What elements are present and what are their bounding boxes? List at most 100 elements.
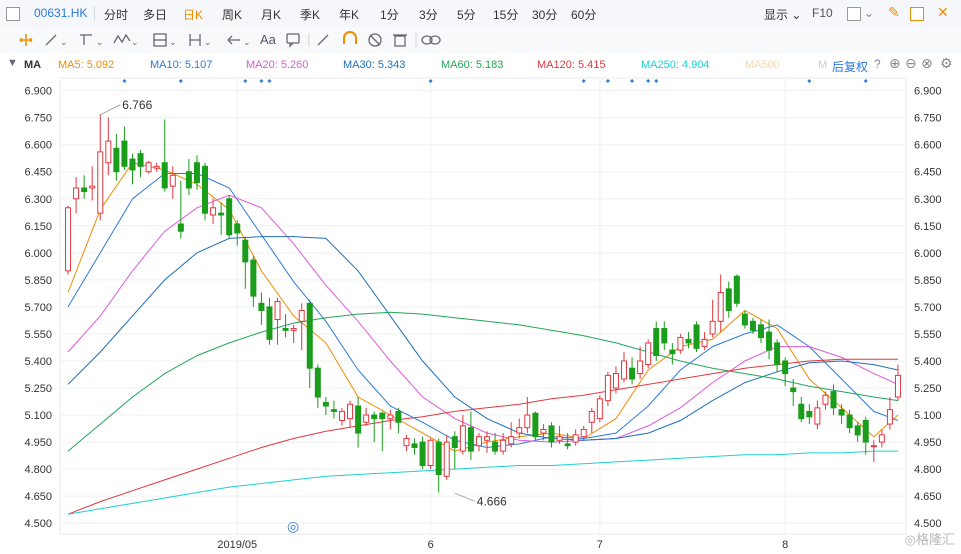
- ma5-value: MA5: 5.092: [58, 59, 115, 71]
- candle-up: [886, 409, 893, 425]
- link-icon[interactable]: [421, 35, 441, 45]
- divider: [94, 6, 95, 21]
- candle-up: [556, 436, 563, 441]
- chevron-down-icon[interactable]: ⌄: [864, 6, 875, 20]
- candle-down: [725, 288, 732, 312]
- plot-area: [59, 77, 907, 535]
- tab-intraday[interactable]: 分时: [104, 8, 129, 22]
- eraser-tool-icon[interactable]: [317, 34, 329, 46]
- channel-tool-icon[interactable]: ⌄: [80, 34, 104, 47]
- close-circle-icon[interactable]: ⊗: [921, 55, 933, 71]
- candle-down: [846, 414, 853, 429]
- tab-monthly-k[interactable]: 月K: [261, 8, 282, 22]
- candle-down: [757, 324, 764, 339]
- y-tick-label-left: 6.750: [24, 113, 52, 125]
- signal-marker: [243, 79, 248, 83]
- tab-30min[interactable]: 30分: [532, 8, 558, 22]
- tab-yearly-k[interactable]: 年K: [339, 8, 360, 22]
- candle-up: [97, 151, 104, 214]
- candle-up: [604, 374, 611, 402]
- y-tick-label-right: 4.950: [914, 437, 942, 449]
- candle-down: [532, 412, 539, 438]
- tab-5min[interactable]: 5分: [457, 8, 476, 22]
- annotation-label: 4.666: [477, 494, 507, 508]
- text-tool[interactable]: Aa: [260, 32, 276, 47]
- candle-up: [540, 428, 547, 434]
- candle-up: [145, 162, 152, 173]
- close-icon[interactable]: ✕: [937, 4, 949, 20]
- y-tick-label-left: 5.700: [24, 302, 52, 314]
- ma60-value: MA60: 5.183: [441, 59, 504, 71]
- signal-marker: [581, 79, 586, 83]
- candle-up: [508, 436, 515, 445]
- candle-down: [467, 427, 474, 452]
- tab-daily-k[interactable]: 日K: [183, 8, 204, 22]
- tab-60min[interactable]: 60分: [571, 8, 597, 22]
- candle-down: [564, 443, 571, 447]
- tab-3min[interactable]: 3分: [419, 8, 438, 22]
- y-tick-label-left: 5.100: [24, 410, 52, 422]
- candle-down: [492, 441, 499, 452]
- candle-up: [73, 187, 80, 200]
- watermark: ◎格隆汇: [904, 532, 955, 547]
- candle-down: [741, 313, 748, 326]
- display-dropdown[interactable]: 显示 ⌄: [764, 6, 801, 23]
- f10-button[interactable]: F10: [812, 6, 833, 20]
- candle-up: [363, 414, 370, 423]
- wave-tool-icon[interactable]: ⌄: [113, 33, 139, 47]
- svg-text:⌄: ⌄: [243, 37, 251, 47]
- candle-down: [226, 198, 233, 236]
- magnet-icon[interactable]: [343, 31, 357, 44]
- help-icon[interactable]: ?: [874, 57, 881, 71]
- zoom-in-icon[interactable]: ⊕: [889, 55, 901, 71]
- tab-quarterly-k[interactable]: 季K: [300, 8, 321, 22]
- signal-marker: [863, 79, 868, 83]
- collapse-icon[interactable]: ▼: [7, 57, 18, 69]
- crosshair-icon[interactable]: [19, 34, 33, 46]
- range-tool-icon[interactable]: ⌄: [189, 34, 212, 47]
- tab-1min[interactable]: 1分: [380, 8, 399, 22]
- event-marker-icon[interactable]: ◎: [287, 518, 300, 534]
- square-icon[interactable]: [847, 7, 861, 21]
- signal-marker: [807, 79, 812, 83]
- ma20-value: MA20: 5.260: [246, 59, 309, 71]
- y-tick-label-left: 6.000: [24, 248, 52, 260]
- candle-up: [621, 360, 628, 380]
- chevron-down-icon: ⌄: [791, 8, 802, 22]
- pencil-icon[interactable]: ✎: [888, 4, 900, 20]
- stock-code[interactable]: 00631.HK: [34, 6, 88, 20]
- y-tick-label-right: 6.600: [914, 140, 942, 152]
- y-tick-label-left: 4.950: [24, 437, 52, 449]
- line-tool-icon[interactable]: ⌄: [45, 34, 68, 47]
- arrow-tool-icon[interactable]: ⌄: [227, 35, 251, 47]
- candle-down: [806, 410, 813, 418]
- zoom-out-icon[interactable]: ⊖: [905, 55, 917, 71]
- candle-down: [798, 403, 805, 420]
- y-tick-label-right: 5.100: [914, 410, 942, 422]
- fib-tool-icon[interactable]: ⌄: [153, 33, 177, 47]
- hide-drawings-icon[interactable]: [368, 33, 382, 47]
- candle-up: [524, 414, 531, 429]
- tab-weekly-k[interactable]: 周K: [222, 8, 243, 22]
- settings-icon[interactable]: ⚙: [940, 55, 953, 71]
- trash-icon[interactable]: [393, 34, 407, 47]
- y-tick-label-left: 5.250: [24, 383, 52, 395]
- tab-15min[interactable]: 15分: [493, 8, 519, 22]
- adjust-button[interactable]: 后复权: [832, 60, 869, 74]
- candle-down: [177, 223, 184, 232]
- comment-tool-icon[interactable]: [286, 33, 300, 48]
- ma30-value: MA30: 5.343: [343, 59, 406, 71]
- candle-up: [580, 428, 587, 438]
- tab-multiday[interactable]: 多日: [143, 8, 168, 22]
- checkbox-icon[interactable]: [6, 7, 20, 21]
- ma-label[interactable]: MA: [24, 59, 42, 71]
- candle-up: [596, 398, 603, 420]
- candle-up: [500, 439, 507, 452]
- fullscreen-icon[interactable]: [910, 7, 924, 21]
- ma-line-ma30: [67, 236, 899, 441]
- candle-up: [210, 207, 217, 216]
- candle-up: [572, 434, 579, 443]
- candle-down: [629, 367, 636, 380]
- signal-marker: [428, 79, 433, 83]
